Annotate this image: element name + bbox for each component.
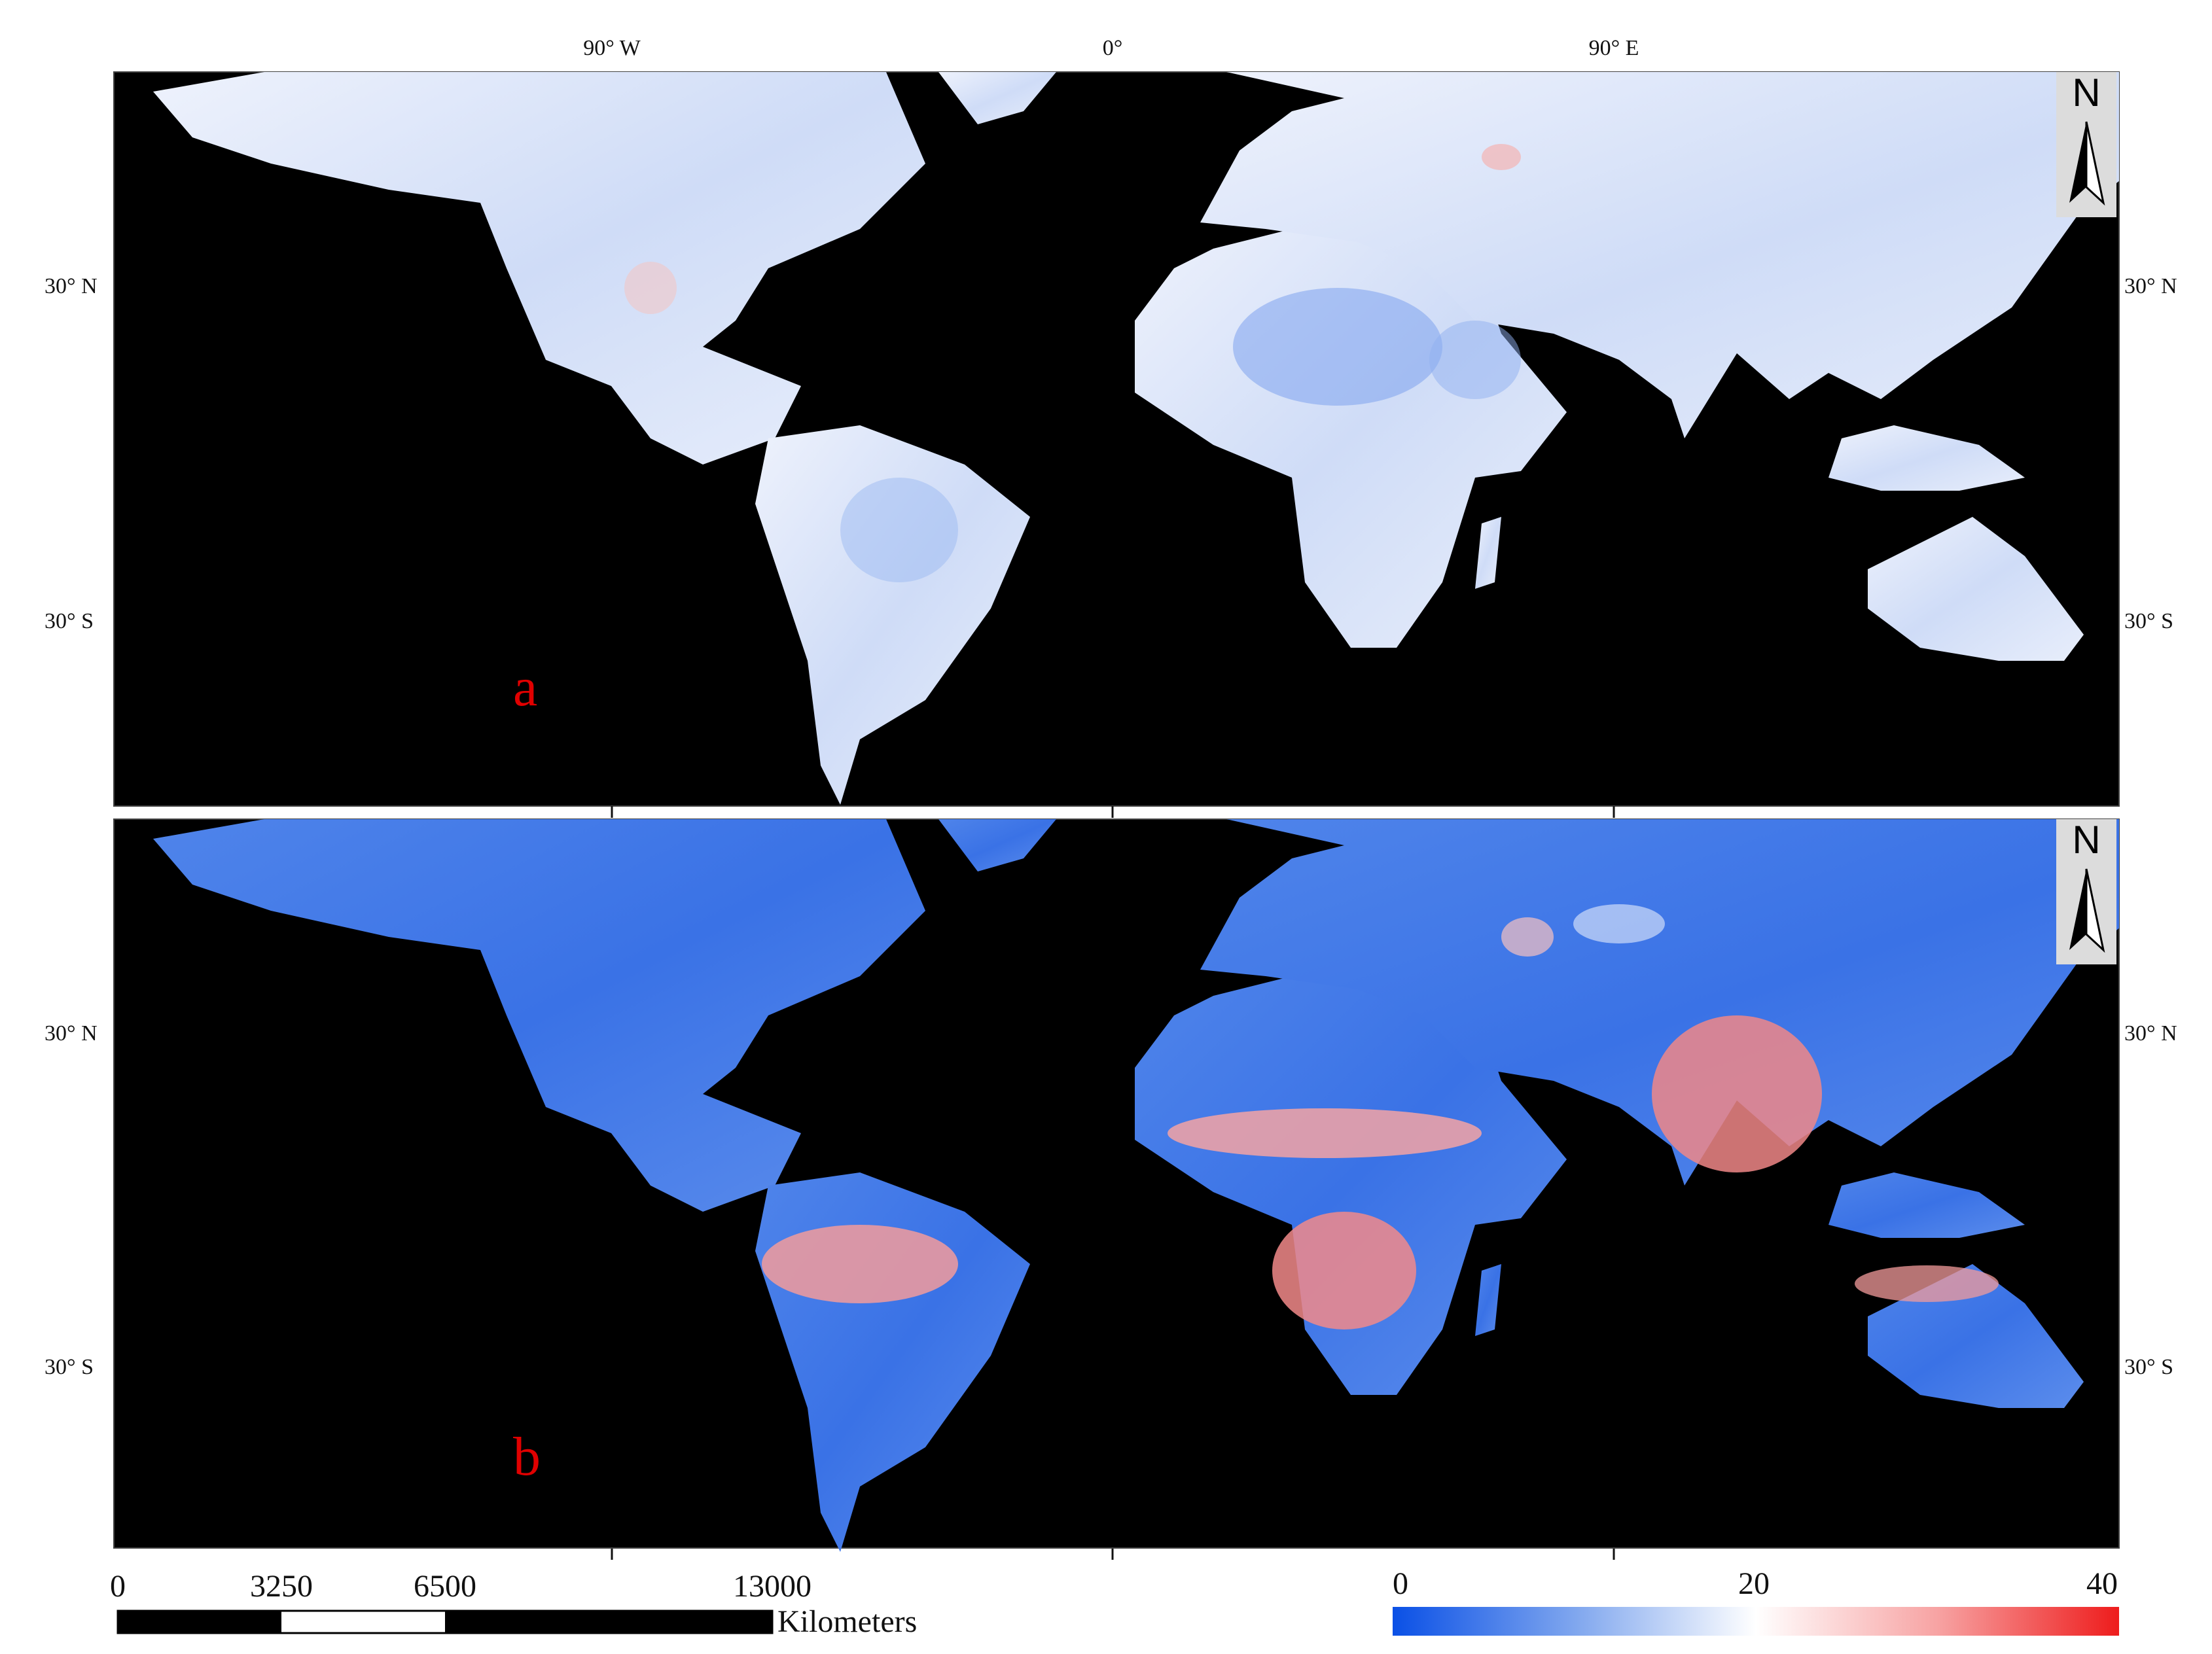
map-panel-a: a N [113,71,2120,807]
scale-tick-0: 0 [110,1569,126,1604]
north-arrow-icon-b [2069,869,2086,950]
lat-label-a-left-30n: 30° N [45,274,98,298]
color-legend: 0 20 40 [1393,1566,2119,1636]
lat-label-a-left-30s: 30° S [45,609,94,633]
legend-min-label: 0 [1393,1566,1408,1601]
lat-label-b-right-30s: 30° S [2124,1355,2173,1379]
lon-label-90w: 90° W [583,36,641,60]
scale-tick-3250: 3250 [250,1569,313,1604]
legend-color-ramp [1393,1607,2119,1636]
scale-unit: Kilometers [777,1604,917,1639]
scale-tick-6500: 6500 [414,1569,476,1604]
north-arrow-a: N [2056,71,2116,217]
lat-label-a-right-30s: 30° S [2124,609,2173,633]
lon-label-90e: 90° E [1589,36,1639,60]
lon-label-0: 0° [1103,36,1123,60]
panel-label-a: a [513,657,537,718]
map-panel-b: b N [113,818,2120,1552]
north-arrow-b: N [2056,818,2116,964]
panel-label-b: b [513,1426,541,1487]
scale-segment-1 [118,1611,281,1633]
scale-tick-13000: 13000 [733,1569,812,1604]
north-label-a: N [2072,71,2100,114]
lat-label-b-left-30n: 30° N [45,1021,98,1046]
graticule-ticks [611,806,1615,1560]
legend-mid-label: 20 [1738,1566,1770,1601]
lat-label-b-right-30n: 30° N [2124,1021,2177,1046]
scale-segment-3 [445,1611,772,1633]
north-arrow-icon-a [2069,122,2086,203]
north-label-b: N [2072,818,2100,862]
lat-label-b-left-30s: 30° S [45,1355,94,1379]
legend-max-label: 40 [2086,1566,2118,1601]
top-longitude-labels: 90° W 0° 90° E [583,36,1639,60]
lat-label-a-right-30n: 30° N [2124,274,2177,298]
scale-bar: 0 3250 6500 13000 Kilometers [110,1569,917,1639]
